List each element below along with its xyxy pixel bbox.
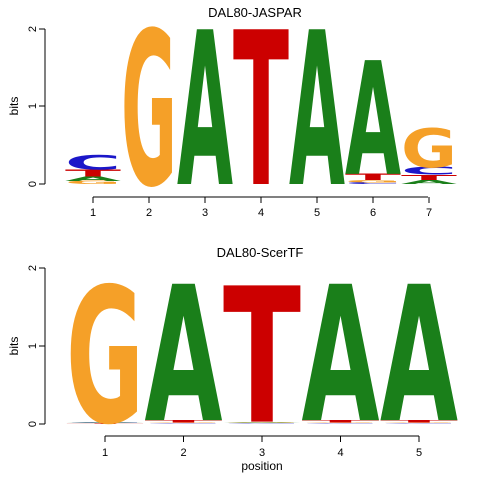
y-axis-label: bits <box>7 337 21 356</box>
logo-letter-G: G <box>401 118 457 180</box>
x-tick-label: 7 <box>426 207 432 219</box>
logo-letter-C: C <box>223 423 301 424</box>
x-tick-label: 4 <box>337 447 343 459</box>
x-tick-label: 1 <box>90 207 96 219</box>
logo-letter-T: T <box>145 420 223 424</box>
logo-letter-G: G <box>145 422 223 423</box>
letter-stack: A <box>177 0 233 235</box>
x-tick-label: 3 <box>259 447 265 459</box>
x-tick-label: 6 <box>370 207 376 219</box>
y-tick-label: 2 <box>27 26 39 32</box>
logo-letter-T: T <box>302 420 380 424</box>
logo-letter-A: A <box>65 175 121 182</box>
logo-letter-T: T <box>66 423 144 424</box>
logo-letter-G: G <box>380 422 458 423</box>
logo-letter-G: G <box>66 248 144 466</box>
y-tick-label: 0 <box>27 421 39 427</box>
logo-letter-G: G <box>302 422 380 423</box>
logo-letter-G: G <box>65 180 121 185</box>
logo-letter-A: A <box>380 248 458 465</box>
y-axis-label: bits <box>7 97 21 116</box>
chart-title: DAL80-JASPAR <box>208 5 302 20</box>
logo-letter-A: A <box>145 248 223 465</box>
logo-letter-G: G <box>121 0 177 235</box>
logo-letter-A: A <box>66 422 144 423</box>
logo-letter-G: G <box>345 180 401 184</box>
x-tick-label: 2 <box>146 207 152 219</box>
logo-letter-C: C <box>401 165 457 177</box>
logo-letter-A: A <box>177 0 233 235</box>
logo-letter-A: A <box>289 0 345 235</box>
logo-letter-T: T <box>380 420 458 424</box>
logo-letter-T: T <box>223 248 301 466</box>
logo-letter-C: C <box>66 421 144 422</box>
x-tick-label: 5 <box>416 447 422 459</box>
logo-letter-T: T <box>65 167 121 178</box>
logo-letter-C: C <box>380 423 458 424</box>
y-tick-label: 0 <box>27 181 39 187</box>
logo-letter-A: A <box>401 179 457 185</box>
y-tick-label: 1 <box>27 103 39 109</box>
logo-letter-A: A <box>345 29 401 211</box>
x-ticks: 1 2 3 4 5 6 7 <box>90 197 432 219</box>
x-tick-label: 5 <box>314 207 320 219</box>
x-tick-label: 1 <box>102 447 108 459</box>
logo-letter-A: A <box>302 248 380 465</box>
chart-title: DAL80-ScerTF <box>217 245 304 260</box>
logo-letter-T: T <box>345 172 401 182</box>
letter-stack: A <box>289 0 345 235</box>
y-tick-label: 2 <box>27 265 39 271</box>
letter-stack: G <box>121 0 177 235</box>
x-axis-label: position <box>241 459 282 473</box>
x-tick-label: 2 <box>180 447 186 459</box>
y-tick-label: 1 <box>27 343 39 349</box>
logo-letter-T: T <box>233 0 289 234</box>
logo-letter-C: C <box>145 423 223 424</box>
letter-stack: T <box>233 0 289 234</box>
logo-letter-C: C <box>345 182 401 184</box>
x-ticks: 1 2 3 4 5 <box>102 436 422 459</box>
logo-letter-C: C <box>65 152 121 174</box>
logo-letter-A: A <box>223 421 301 422</box>
logo-letter-G: G <box>223 422 301 423</box>
y-ticks: 0 1 2 <box>27 265 45 427</box>
x-tick-label: 4 <box>258 207 264 219</box>
logo-letter-C: C <box>302 423 380 424</box>
x-tick-label: 3 <box>202 207 208 219</box>
y-ticks: 0 1 2 <box>27 26 45 187</box>
logo-letter-T: T <box>401 173 457 182</box>
